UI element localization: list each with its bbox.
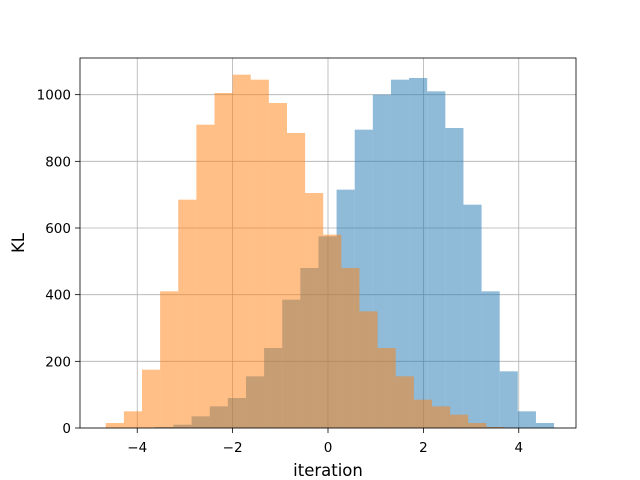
- histogram-bar: [359, 311, 378, 428]
- x-tick-label: −2: [223, 440, 243, 456]
- histogram-bar: [463, 204, 482, 428]
- y-tick-label: 400: [45, 288, 71, 304]
- y-tick-label: 600: [45, 221, 71, 237]
- histogram-bar: [323, 234, 342, 428]
- histogram-bar: [390, 79, 410, 429]
- y-tick-label: 1000: [37, 88, 71, 104]
- axes-layer: −4 −2 0 2 4 0 200 400 600 800 1000: [37, 57, 577, 456]
- x-axis-label: iteration: [293, 461, 363, 480]
- histogram-bar: [268, 103, 287, 428]
- histogram-bar: [123, 411, 142, 428]
- histogram-bar: [499, 371, 518, 428]
- histogram-bar: [232, 74, 251, 429]
- histogram-bar: [305, 193, 324, 428]
- x-tick-label: −4: [127, 440, 147, 456]
- bars-layer: [105, 74, 555, 429]
- histogram-bar: [445, 128, 464, 428]
- histogram-bar: [517, 411, 536, 428]
- histogram-bar: [450, 414, 469, 428]
- histogram-series-2: [105, 74, 505, 429]
- y-axis-label: KL: [9, 232, 28, 253]
- histogram-bar: [486, 427, 505, 428]
- histogram-bar: [196, 124, 215, 429]
- histogram-bar: [142, 369, 161, 428]
- y-tick-label: 200: [45, 354, 71, 370]
- x-tick-label: 2: [419, 440, 428, 456]
- histogram-bar: [214, 93, 233, 428]
- histogram-bar: [341, 268, 360, 428]
- y-tick-label: 0: [62, 421, 71, 437]
- histogram-bar: [481, 291, 500, 428]
- x-tick-label: 0: [324, 440, 333, 456]
- histogram-bar: [160, 291, 179, 428]
- histogram-bar: [409, 78, 428, 428]
- y-tick-label: 800: [45, 154, 71, 170]
- histogram-bar: [535, 423, 555, 428]
- histogram-bar: [105, 423, 124, 428]
- histogram-bar: [178, 199, 197, 428]
- histogram-bar: [413, 399, 432, 428]
- histogram-bar: [468, 423, 487, 428]
- histogram-bar: [431, 406, 451, 428]
- histogram-bar: [250, 79, 269, 429]
- histogram-bar: [427, 91, 446, 428]
- histogram-bar: [377, 348, 396, 428]
- x-tick-label: 4: [514, 440, 523, 456]
- histogram-bar: [286, 133, 306, 428]
- histogram-bar: [395, 376, 414, 428]
